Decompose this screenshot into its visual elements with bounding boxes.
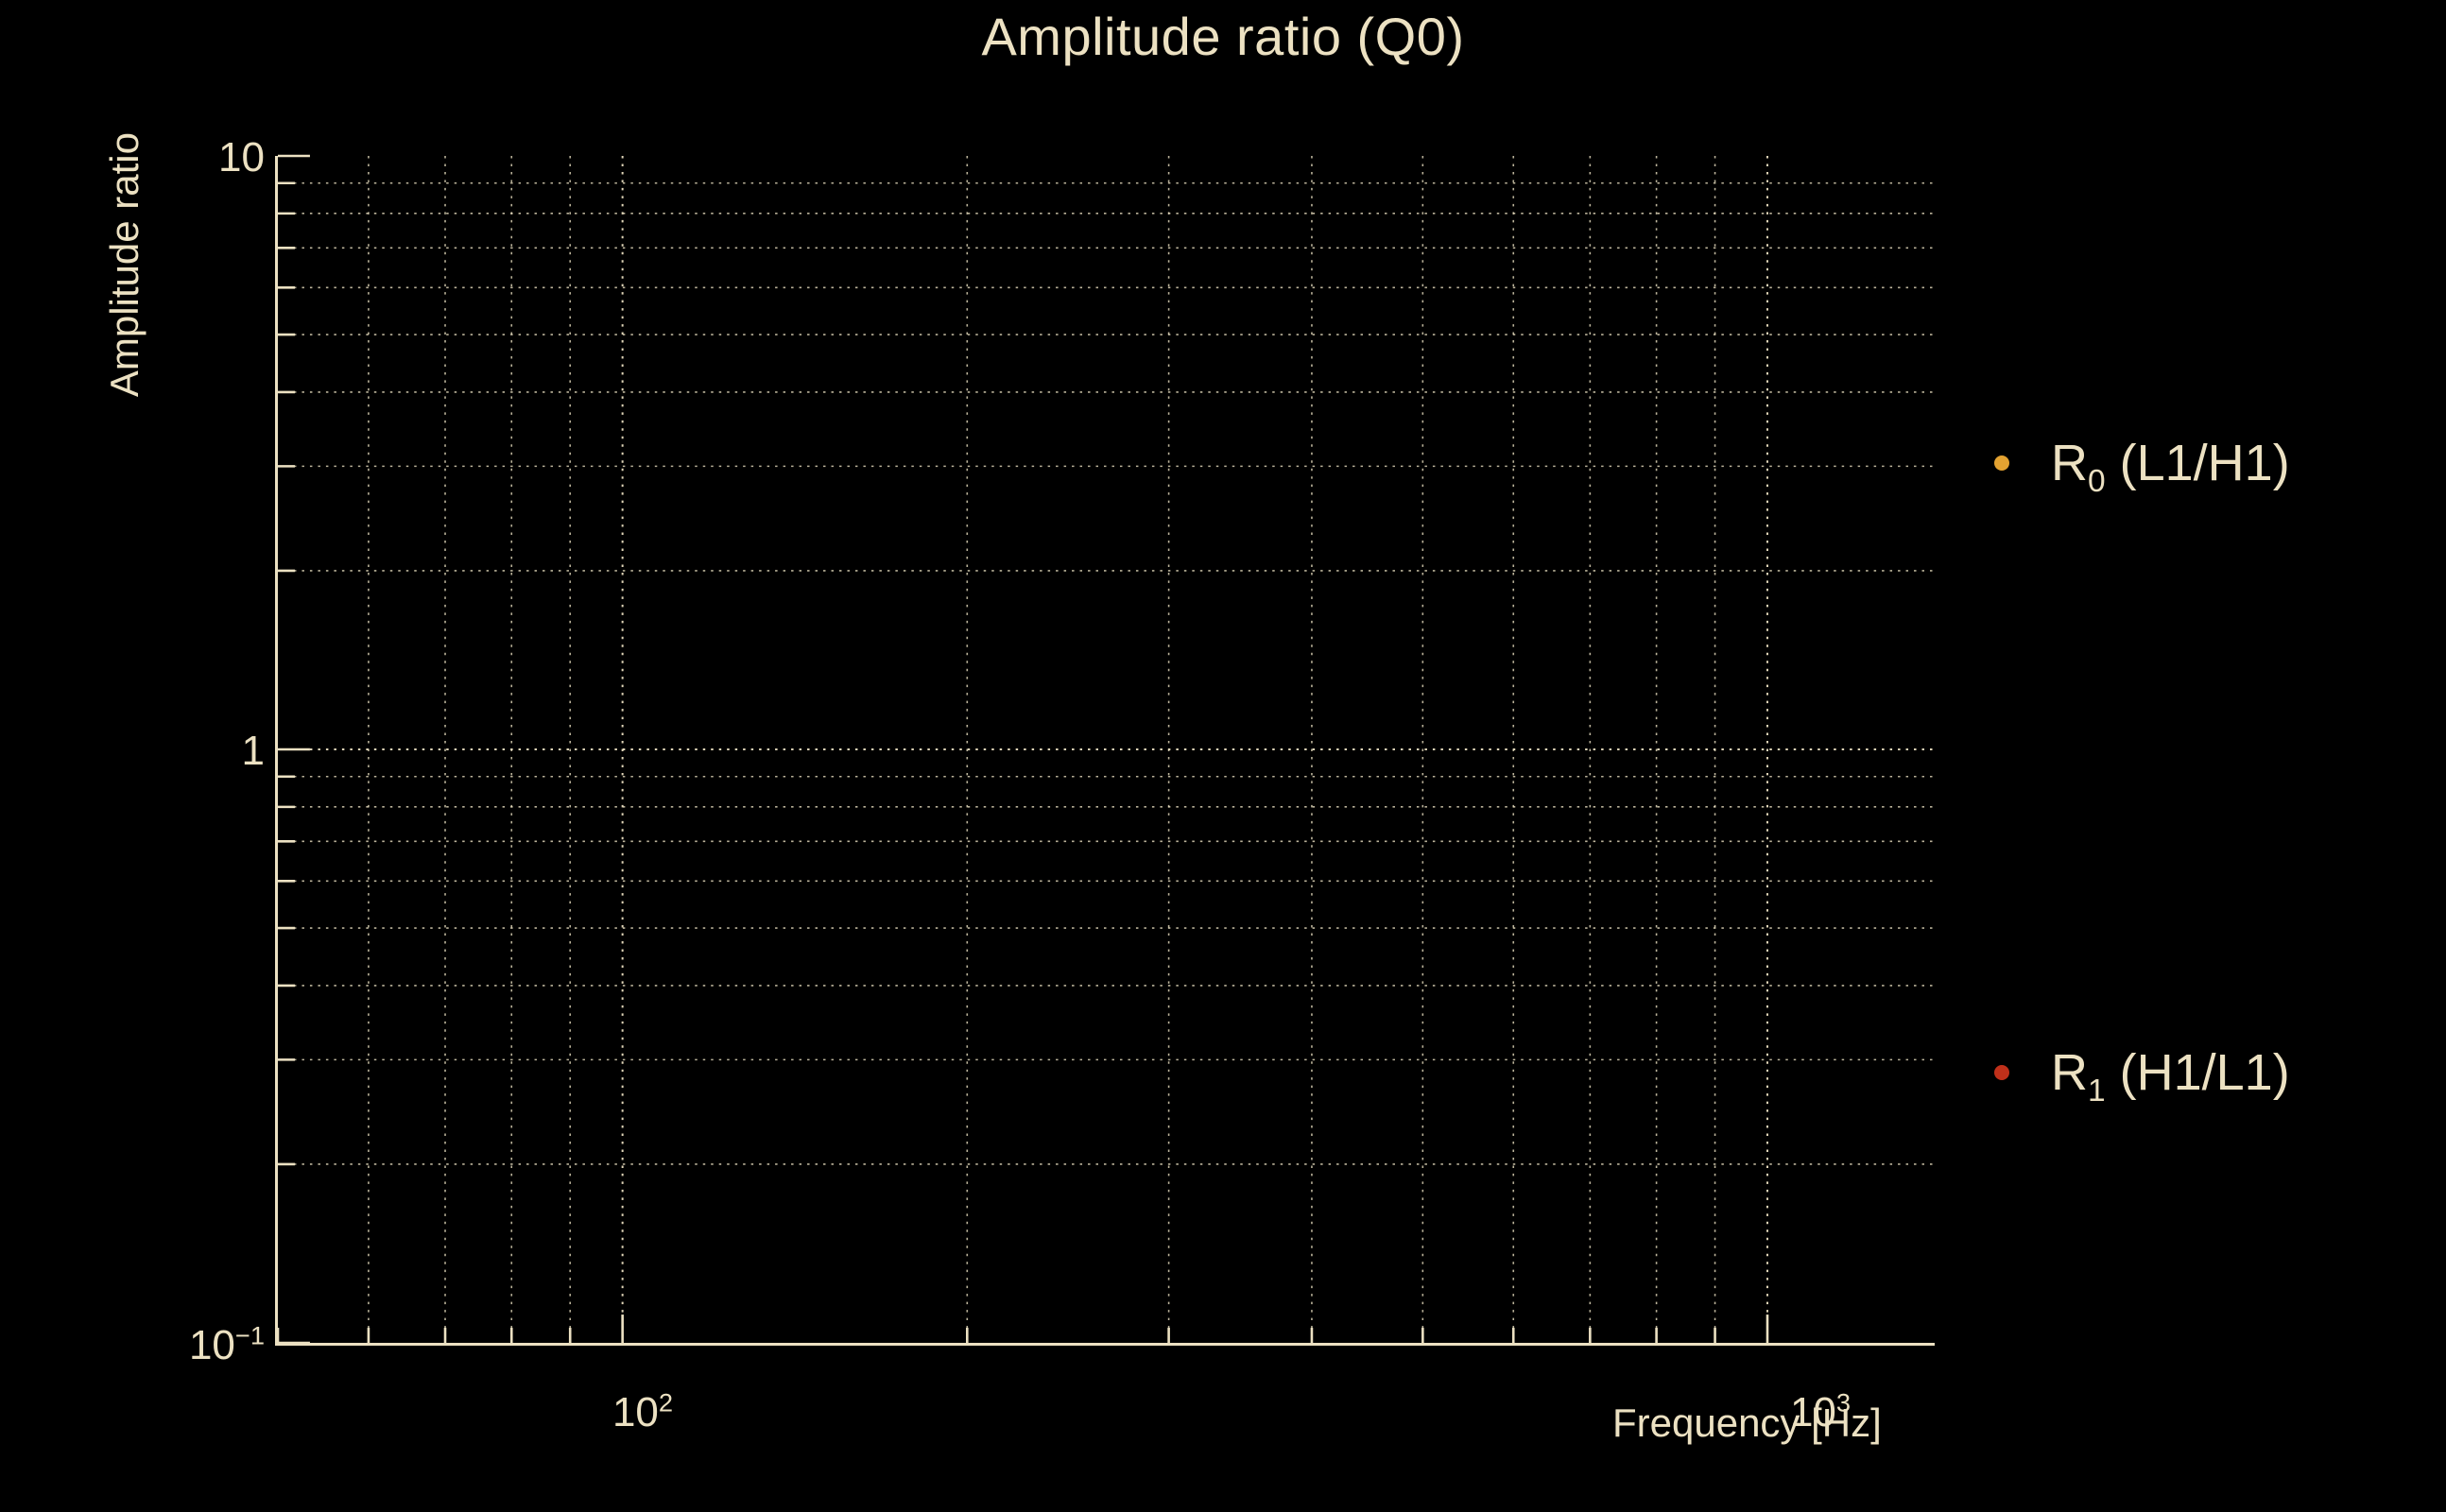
x-tick-exponent: 3 bbox=[1835, 1387, 1852, 1418]
legend-item-r0[interactable]: R0 (L1/H1) bbox=[1994, 430, 2290, 499]
plot-area[interactable] bbox=[275, 154, 1935, 1346]
y-tick-label-1: 1 bbox=[241, 728, 265, 774]
x-tick-label-100: 102 bbox=[612, 1387, 674, 1435]
legend-label-r1: R1 (H1/L1) bbox=[2051, 1044, 2290, 1108]
grid-lines bbox=[276, 154, 1935, 1345]
x-tick-label-1000: 103 bbox=[1789, 1387, 1852, 1435]
legend-marker-r1 bbox=[1994, 1065, 2009, 1080]
y-tick-label-10: 10 bbox=[218, 134, 265, 180]
y-tick-exponent: −1 bbox=[234, 1320, 265, 1350]
legend-item-r1[interactable]: R1 (H1/L1) bbox=[1994, 1040, 2290, 1108]
data-points-layer bbox=[278, 156, 1935, 1343]
legend-label-r0: R0 (L1/H1) bbox=[2051, 435, 2290, 499]
y-axis-title-wrap: Amplitude ratio bbox=[57, 132, 146, 529]
legend: R0 (L1/H1) R1 (H1/L1) bbox=[1994, 397, 2429, 1134]
legend-marker-r0 bbox=[1994, 455, 2009, 471]
chart-title: Amplitude ratio (Q0) bbox=[981, 7, 1465, 66]
y-tick-label-0-1: 10−1 bbox=[188, 1320, 265, 1368]
x-tick-exponent: 2 bbox=[658, 1387, 674, 1418]
x-axis-title: Frequency [Hz] bbox=[1612, 1400, 1882, 1445]
